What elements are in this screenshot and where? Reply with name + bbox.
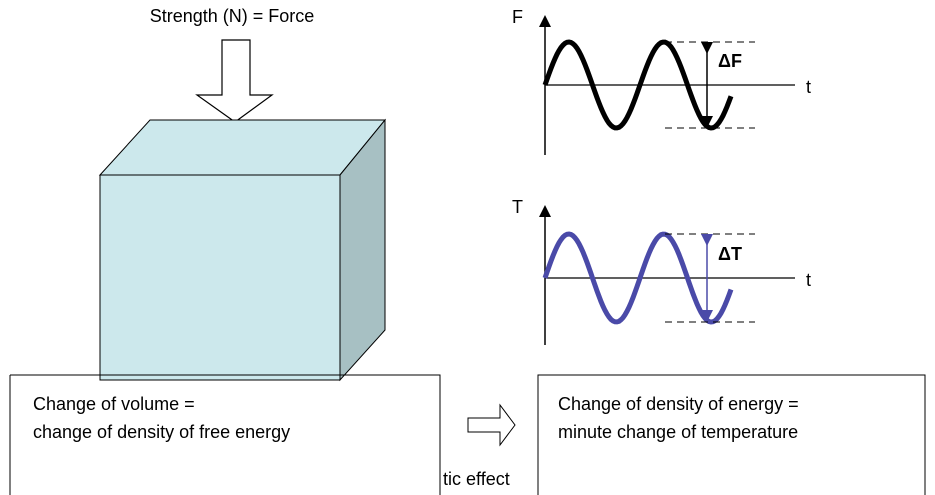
right-box-line: minute change of temperature [558,422,798,442]
right-box [537,374,926,495]
y-label: T [512,197,523,217]
delta-label: ΔF [718,51,742,71]
force-label: Strength (N) = Force [150,6,315,26]
block-top [98,119,387,176]
left-box [10,374,441,495]
x-label: t [806,77,811,97]
left-box-line: Change of volume = [33,394,195,414]
y-label: F [512,7,523,27]
block-front [99,174,341,381]
temperature-graph: Tt ΔT [512,197,811,345]
middle-label: tic effect [443,469,510,489]
wave [542,231,734,325]
effect-arrow [467,403,516,447]
left-box-line: change of density of free energy [33,422,290,442]
right-box-line: Change of density of energy = [558,394,799,414]
x-label: t [806,270,811,290]
wave [542,39,734,131]
delta-label: ΔT [718,244,742,264]
force-arrow [195,39,274,123]
force-graph: Ft ΔF [512,7,811,155]
